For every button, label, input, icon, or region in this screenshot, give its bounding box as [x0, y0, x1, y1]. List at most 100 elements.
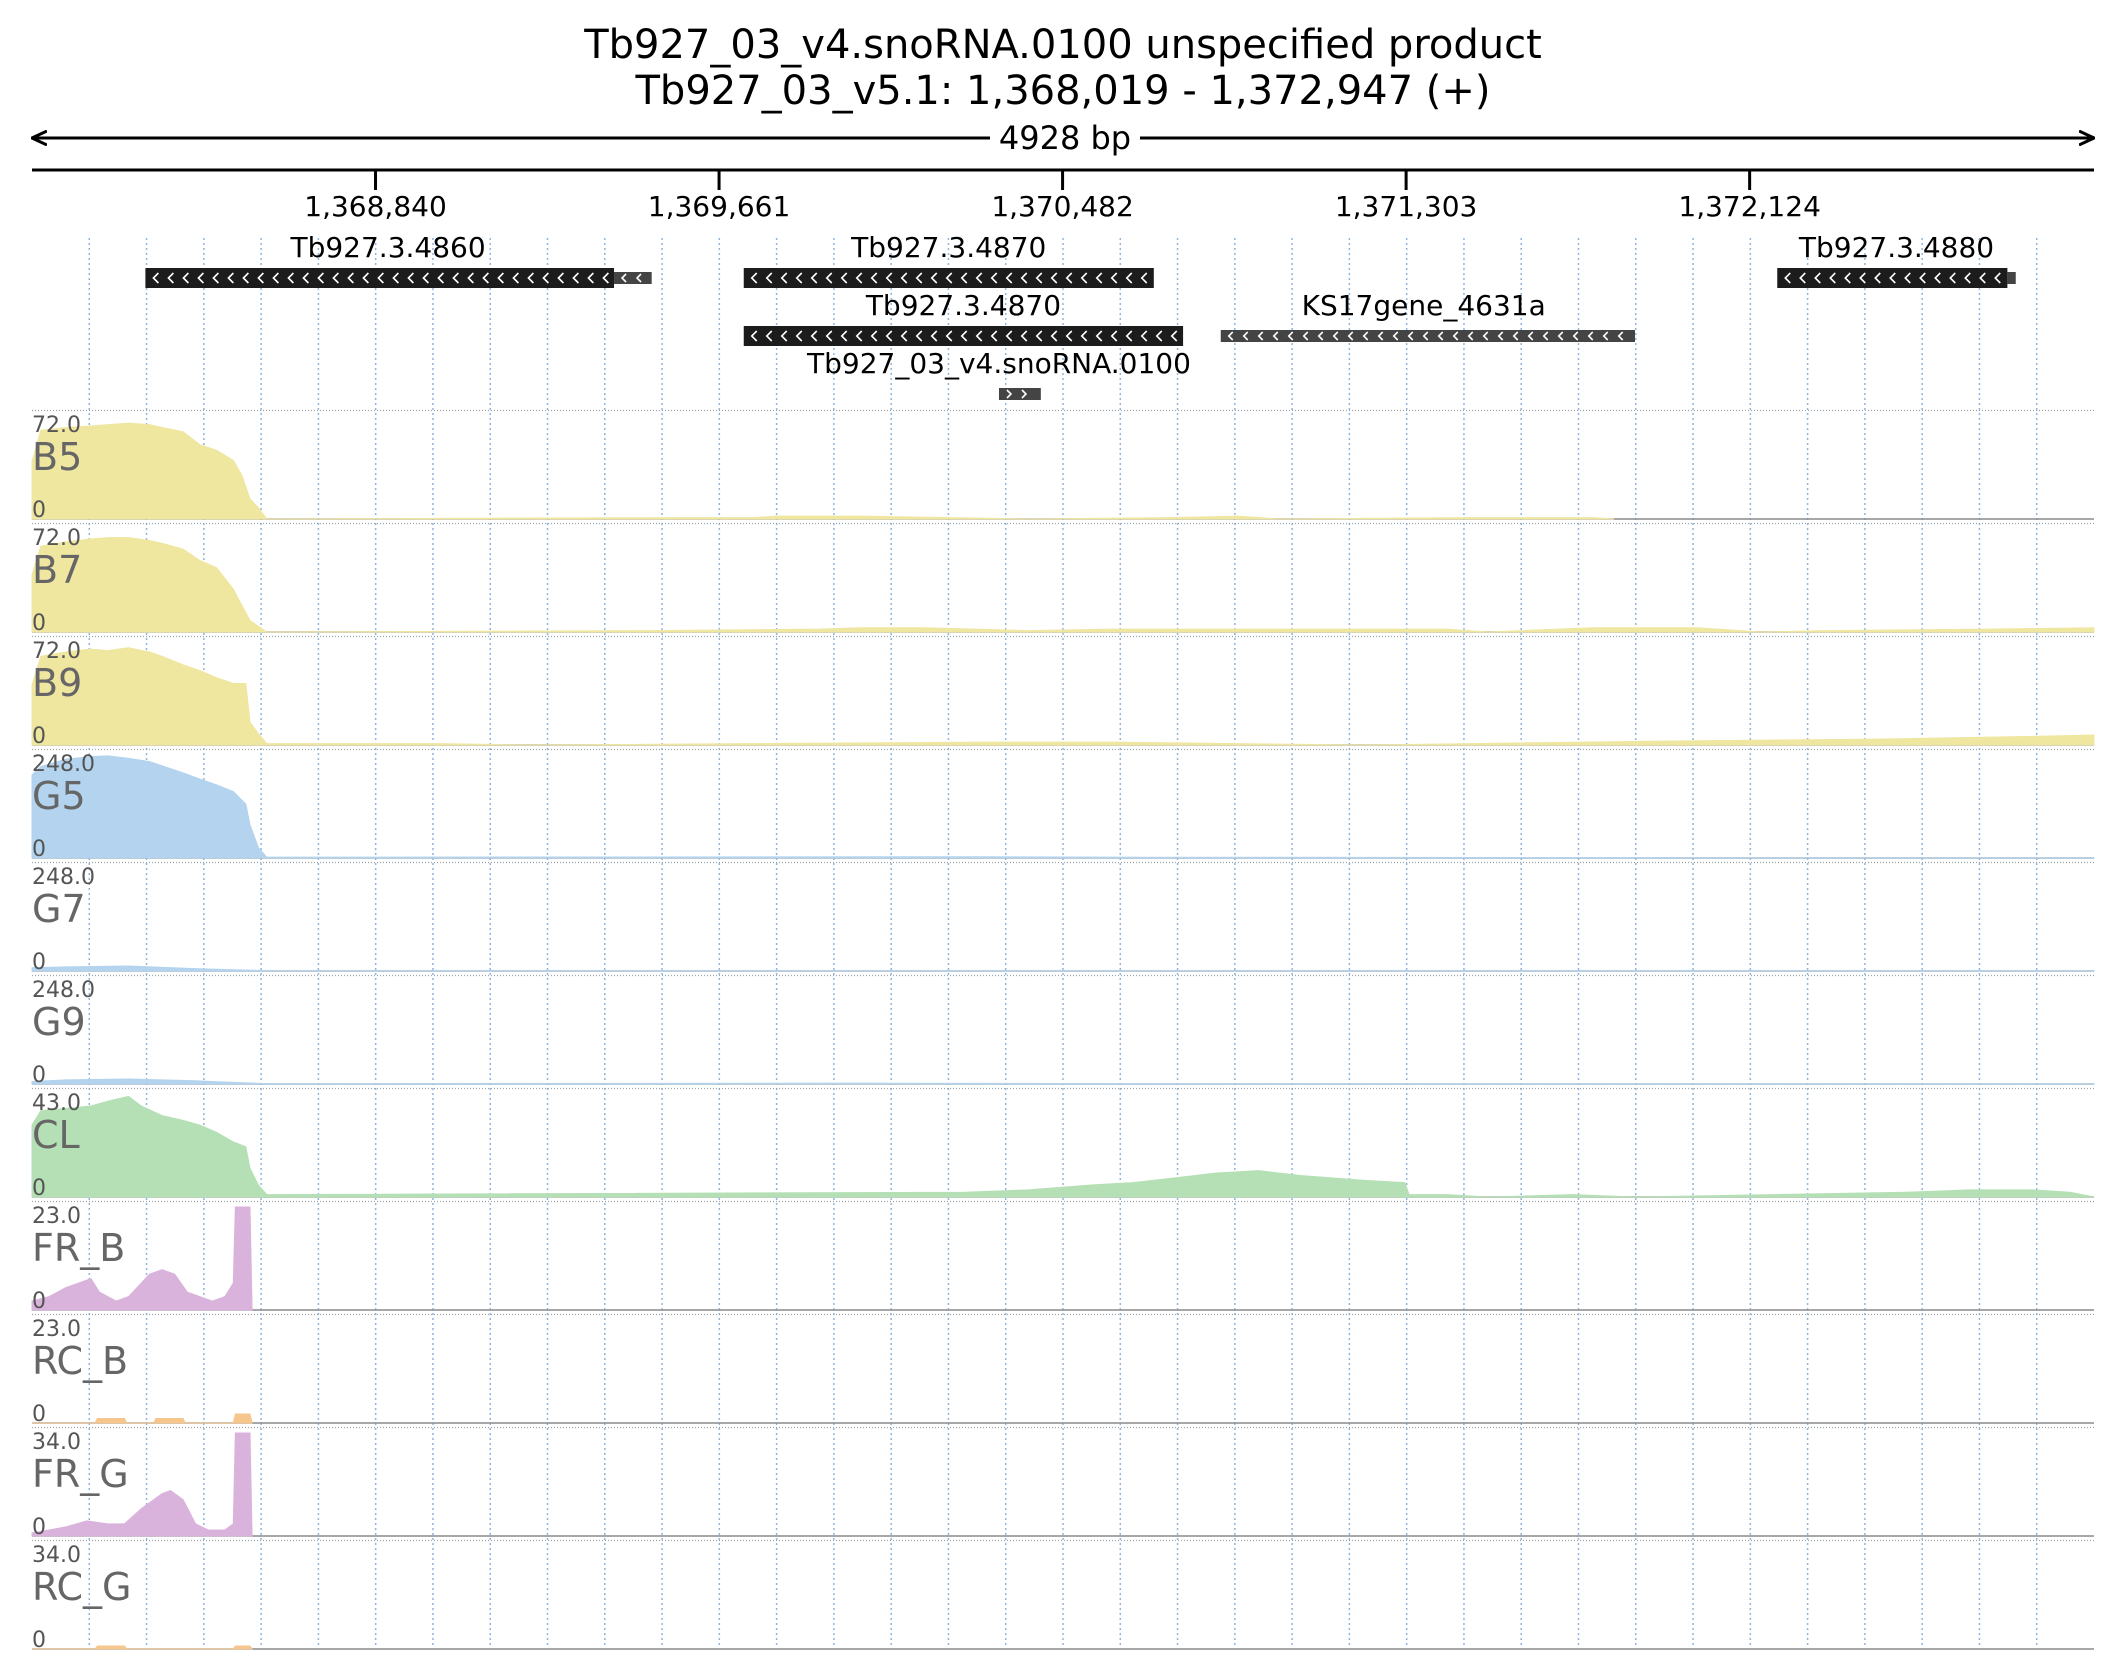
strand-arrow: [227, 272, 234, 284]
strand-arrow: [182, 272, 189, 284]
strand-arrow: [1257, 331, 1264, 341]
strand-arrow: [945, 330, 953, 342]
strand-arrow: [915, 330, 923, 342]
strand-arrow: [1005, 272, 1013, 284]
axis-tick-label: 1,370,482: [991, 190, 1134, 223]
track-g5: 248.0G5 0: [31, 748, 2095, 862]
coverage-area: [31, 537, 2095, 633]
strand-arrow: [795, 330, 803, 342]
strand-arrow: [1572, 331, 1579, 341]
strand-arrow: [347, 272, 354, 284]
strand-arrow: [840, 272, 848, 284]
track-name: CL: [32, 1113, 80, 1157]
coordinate-axis: 1,368,840 1,369,661 1,370,482 1,371,303 1,37…: [32, 168, 2094, 223]
strand-arrow: [990, 330, 998, 342]
strand-arrow: [1437, 331, 1444, 341]
gene-annotation-track: Tb927.3.4860 Tb927.3.4870 Tb927.3.4880 Tb92…: [145, 231, 2016, 400]
strand-arrow: [870, 272, 878, 284]
strand-arrow: [497, 272, 504, 284]
span-ruler: 4928 bp: [32, 119, 2094, 157]
track-fr-b: 23.0FR_B 0: [31, 1200, 2094, 1314]
strand-arrow: [1140, 272, 1148, 284]
coverage-area: [31, 755, 2095, 859]
strand-arrow: [750, 272, 758, 284]
track-name: FR_B: [32, 1226, 125, 1270]
track-max-label: 72.0: [32, 413, 81, 438]
gene-feature: Tb927.3.4880: [1777, 231, 2016, 288]
strand-arrow: [212, 272, 219, 284]
track-rc-g: 34.0RC_G 0: [32, 1539, 2094, 1653]
gene-body: [614, 272, 652, 284]
gene-body: [2007, 272, 2016, 284]
strand-arrow: [1006, 389, 1013, 399]
gridlines: [88, 238, 2038, 1648]
strand-arrow: [1080, 330, 1088, 342]
track-max-label: 34.0: [32, 1430, 81, 1455]
strand-arrow: [1934, 272, 1941, 284]
strand-arrow: [1859, 272, 1866, 284]
strand-arrow: [1242, 331, 1249, 341]
strand-arrow: [542, 272, 549, 284]
strand-arrow: [392, 272, 399, 284]
strand-arrow: [1332, 331, 1339, 341]
strand-arrow: [1035, 272, 1043, 284]
strand-arrow: [1095, 330, 1103, 342]
track-b5: 72.0B5 0: [31, 409, 2094, 523]
strand-arrow: [1110, 272, 1118, 284]
strand-arrow: [257, 272, 264, 284]
track-max-label: 72.0: [32, 526, 81, 551]
strand-arrow: [197, 272, 204, 284]
axis-ticks: 1,368,840 1,369,661 1,370,482 1,371,303 1,37…: [304, 170, 1821, 223]
strand-arrow: [960, 272, 968, 284]
strand-arrow: [795, 272, 803, 284]
strand-arrow: [1482, 331, 1489, 341]
strand-arrow: [1227, 331, 1234, 341]
strand-arrow: [1784, 272, 1791, 284]
coverage-area: [31, 1206, 253, 1311]
strand-arrow: [635, 273, 642, 283]
strand-arrow: [840, 330, 848, 342]
coverage-area: [31, 647, 2095, 746]
strand-arrow: [855, 272, 863, 284]
strand-arrow: [1110, 330, 1118, 342]
strand-arrow: [1814, 272, 1821, 284]
strand-arrow: [930, 272, 938, 284]
strand-arrow: [1362, 331, 1369, 341]
coverage-area: [32, 1645, 254, 1650]
track-min-label: 0: [32, 837, 46, 862]
track-min-label: 0: [32, 1289, 46, 1314]
track-name: G9: [32, 1000, 86, 1044]
track-max-label: 248.0: [32, 752, 95, 777]
strand-arrow: [1919, 272, 1926, 284]
strand-arrow: [242, 272, 249, 284]
gene-body: [743, 268, 1154, 288]
track-fr-g: 34.0FR_G 0: [31, 1426, 2094, 1540]
gene-label: Tb927.3.4870: [850, 231, 1046, 264]
strand-arrow: [1889, 272, 1896, 284]
strand-arrow: [1497, 331, 1504, 341]
track-cl: 43.0CL 0: [31, 1087, 2095, 1201]
span-label: 4928 bp: [999, 119, 1131, 157]
strand-arrow: [990, 272, 998, 284]
gene-label: Tb927.3.4870: [865, 289, 1061, 322]
track-min-label: 0: [32, 1176, 46, 1201]
gene-feature: KS17gene_4631a: [1220, 289, 1635, 342]
track-min-label: 0: [32, 950, 46, 975]
gene-body: [1777, 268, 2008, 288]
strand-arrow: [1317, 331, 1324, 341]
track-min-label: 0: [32, 1063, 46, 1088]
strand-arrow: [1065, 330, 1073, 342]
track-name: B5: [32, 435, 82, 479]
track-name: RC_G: [32, 1565, 132, 1609]
gene-body: [743, 326, 1184, 346]
strand-arrow: [1302, 331, 1309, 341]
gene-label: KS17gene_4631a: [1302, 289, 1546, 322]
track-max-label: 23.0: [32, 1317, 81, 1342]
track-name: G7: [32, 887, 86, 931]
strand-arrow: [750, 330, 758, 342]
strand-arrow: [1155, 330, 1163, 342]
strand-arrow: [572, 272, 579, 284]
strand-arrow: [1095, 272, 1103, 284]
strand-arrow: [945, 272, 953, 284]
